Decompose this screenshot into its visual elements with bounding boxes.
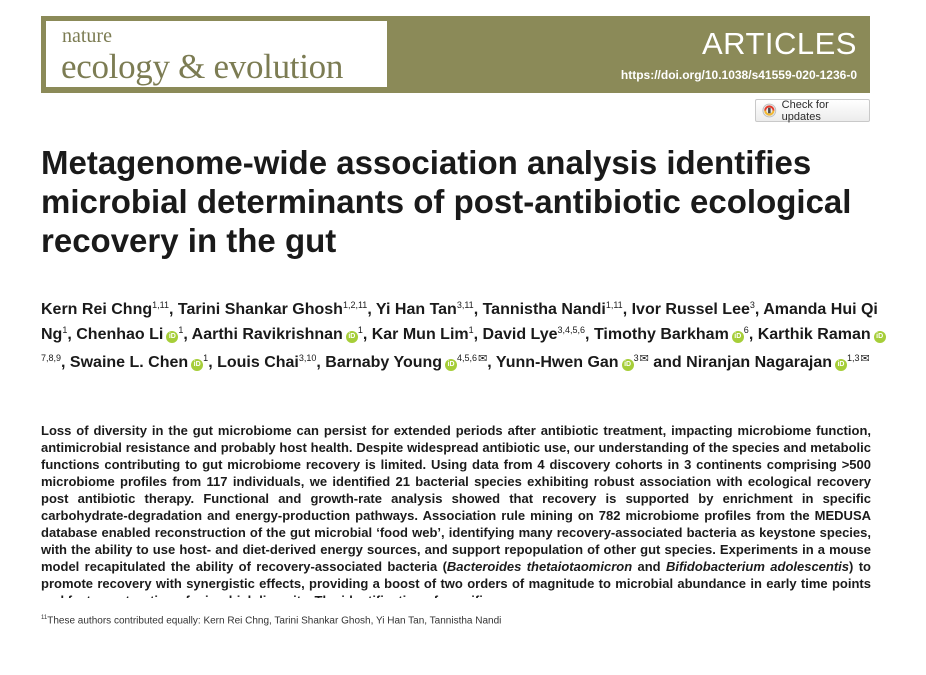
author-separator: , — [168, 301, 178, 318]
author-name[interactable]: Kar Mun Lim — [371, 326, 469, 343]
author-entry: Louis Chai3,10 — [217, 353, 317, 372]
author-name[interactable]: Timothy Barkham — [593, 326, 729, 343]
author-name[interactable]: Louis Chai — [217, 354, 299, 371]
author-entry: Barnaby Young iD4,5,6✉ — [325, 353, 488, 371]
author-affiliation: 1,2,11 — [342, 300, 368, 310]
author-separator: , — [367, 301, 376, 318]
author-name[interactable]: Tarini Shankar Ghosh — [177, 301, 343, 318]
orcid-icon[interactable]: iD — [873, 331, 886, 343]
author-entry: Karthik Raman iD7,8,9 — [41, 326, 886, 371]
equal-contribution-footnote: 11These authors contributed equally: Ker… — [41, 615, 501, 626]
orcid-icon[interactable]: iD — [191, 359, 204, 371]
abstract-text: ) to promote recovery with synergistic e… — [41, 559, 871, 598]
article-title: Metagenome-wide association analysis ide… — [41, 144, 852, 259]
check-for-updates-label: Check for updates — [781, 98, 829, 123]
abstract: Loss of diversity in the gut microbiome … — [41, 422, 871, 598]
orcid-icon[interactable]: iD — [345, 331, 358, 343]
author-affiliation: 6 — [743, 325, 749, 335]
journal-name-line1: nature — [62, 25, 112, 47]
author-list: Kern Rei Chng1,11, Tarini Shankar Ghosh1… — [41, 297, 891, 375]
abstract-species-name: Bacteroides thetaiotaomicron — [446, 559, 633, 574]
author-entry: Yunn-Hwen Gan iD3✉ — [495, 353, 649, 371]
orcid-icon[interactable]: iD — [445, 359, 458, 371]
author-name[interactable]: Karthik Raman — [757, 326, 871, 343]
author-separator: , — [67, 326, 77, 343]
abstract-species-name: Bifidobacterium adolescentis — [665, 559, 850, 574]
author-separator: , — [748, 326, 758, 343]
author-name[interactable]: Swaine L. Chen — [69, 354, 189, 371]
author-affiliation: 1 — [62, 325, 68, 335]
author-affiliation: 4,5,6 — [457, 353, 478, 363]
author-separator: , — [754, 301, 764, 318]
author-separator: , — [473, 301, 483, 318]
author-name[interactable]: Barnaby Young — [325, 354, 443, 371]
author-name[interactable]: Yi Han Tan — [375, 301, 457, 318]
author-name[interactable]: Tannistha Nandi — [482, 301, 606, 318]
author-separator: , — [622, 301, 632, 318]
author-affiliation: 1 — [203, 353, 209, 363]
author-entry: Swaine L. Chen iD1 — [70, 354, 208, 371]
author-affiliation: 1,3 — [846, 353, 860, 363]
author-separator: , — [487, 354, 496, 371]
author-affiliation: 3,4,5,6 — [557, 325, 586, 335]
author-affiliation: 1,11 — [605, 300, 623, 310]
orcid-icon[interactable]: iD — [166, 331, 179, 343]
author-affiliation: 1,11 — [152, 300, 169, 310]
author-name[interactable]: Aarthi Ravikrishnan — [191, 326, 343, 343]
author-name[interactable]: David Lye — [482, 326, 558, 343]
author-affiliation: 7,8,9 — [41, 353, 62, 363]
journal-banner: nature ecology & evolution ARTICLES http… — [41, 16, 870, 93]
envelope-icon[interactable]: ✉ — [860, 353, 870, 365]
author-entry: David Lye3,4,5,6 — [482, 325, 586, 344]
author-separator: , — [585, 326, 594, 343]
author-entry: Kern Rei Chng1,11 — [41, 300, 169, 319]
author-affiliation: 1 — [468, 325, 474, 335]
orcid-icon[interactable]: iD — [621, 359, 634, 371]
journal-name-line2: ecology & evolution — [61, 47, 344, 86]
envelope-icon[interactable]: ✉ — [639, 353, 649, 365]
author-separator: , — [362, 326, 372, 343]
author-separator: , — [183, 326, 192, 343]
author-separator: , — [473, 326, 483, 343]
author-entry: Ivor Russel Lee3 — [631, 300, 755, 319]
author-name[interactable]: Ivor Russel Lee — [631, 301, 750, 318]
author-entry: Aarthi Ravikrishnan iD1 — [192, 326, 363, 343]
author-entry: Yi Han Tan3,11 — [375, 300, 474, 319]
envelope-icon[interactable]: ✉ — [478, 353, 488, 365]
crossmark-icon — [762, 103, 777, 118]
abstract-text: Loss of diversity in the gut microbiome … — [41, 423, 871, 574]
author-separator: and — [648, 354, 687, 371]
footnote-mark: 11 — [41, 615, 48, 621]
author-entry: Tarini Shankar Ghosh1,2,11 — [177, 300, 368, 319]
author-separator: , — [208, 354, 218, 371]
orcid-icon[interactable]: iD — [731, 331, 744, 343]
author-affiliation: 3 — [749, 300, 755, 310]
author-entry: Timothy Barkham iD6 — [594, 326, 749, 343]
author-entry: Tannistha Nandi1,11 — [482, 300, 623, 319]
author-name[interactable]: Kern Rei Chng — [41, 301, 153, 318]
author-entry: Amanda Hui Qi Ng1 — [41, 301, 878, 343]
author-name[interactable]: Chenhao Li — [76, 326, 164, 343]
author-affiliation: 1 — [178, 325, 184, 335]
author-entry: Kar Mun Lim1 — [371, 325, 474, 344]
author-separator: , — [61, 354, 70, 371]
orcid-icon[interactable]: iD — [834, 359, 847, 371]
doi-link[interactable]: https://doi.org/10.1038/s41559-020-1236-… — [620, 68, 857, 82]
author-name[interactable]: Amanda Hui Qi Ng — [41, 301, 878, 343]
author-name[interactable]: Yunn-Hwen Gan — [495, 354, 619, 371]
author-affiliation: 1 — [357, 325, 363, 335]
author-affiliation: 3 — [633, 353, 639, 363]
author-entry: Niranjan Nagarajan iD1,3✉ — [686, 353, 870, 371]
author-entry: Chenhao Li iD1 — [76, 326, 183, 343]
author-separator: , — [316, 354, 326, 371]
section-label: ARTICLES — [701, 26, 857, 61]
author-affiliation: 3,11 — [456, 300, 474, 310]
author-name[interactable]: Niranjan Nagarajan — [686, 354, 832, 371]
check-for-updates-button[interactable]: Check for updates — [755, 98, 870, 123]
abstract-text: and — [632, 559, 666, 574]
journal-logo[interactable]: nature ecology & evolution — [46, 21, 387, 87]
author-affiliation: 3,10 — [298, 353, 317, 363]
footnote-text: These authors contributed equally: Kern … — [47, 615, 502, 627]
